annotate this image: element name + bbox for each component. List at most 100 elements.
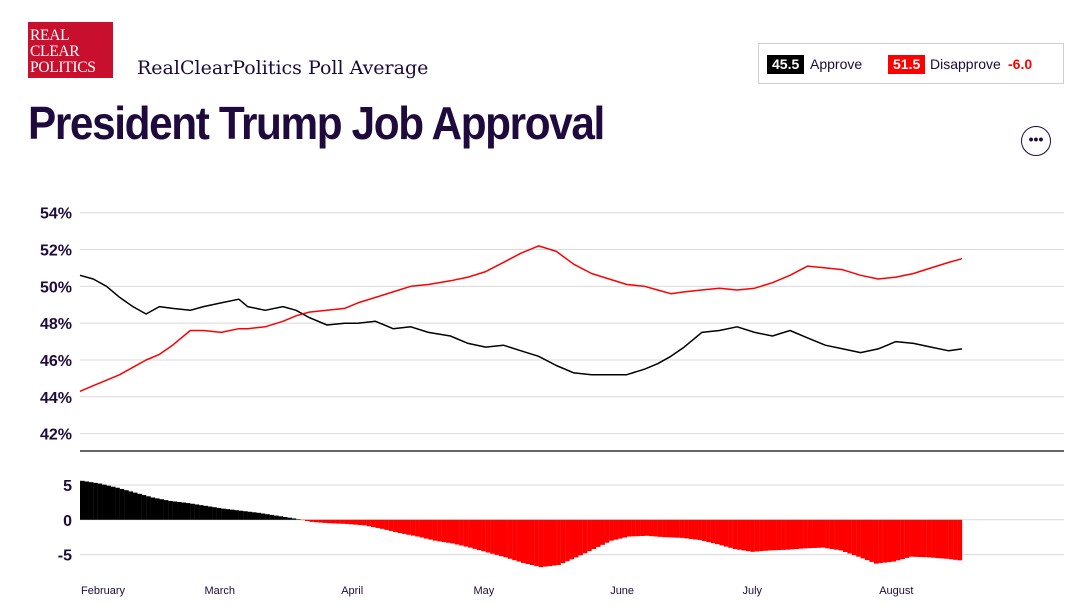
- spread-bar: [864, 519, 870, 561]
- spread-bar: [670, 519, 676, 538]
- rcp-logo[interactable]: REAL CLEAR POLITICS: [28, 22, 113, 78]
- spread-bar: [463, 519, 469, 547]
- spread-bar: [565, 519, 570, 562]
- x-tick-label: February: [81, 585, 126, 597]
- spread-bar: [225, 509, 231, 520]
- spread-bar: [163, 500, 169, 520]
- spread-bar: [715, 519, 720, 545]
- spread-bar: [459, 519, 464, 546]
- spread-bar: [415, 519, 420, 537]
- logo-line-1: REAL: [30, 27, 70, 44]
- spread-bar: [913, 519, 919, 557]
- spread-bar: [569, 519, 575, 560]
- spread-bar: [697, 519, 702, 540]
- spread-bar: [675, 519, 680, 538]
- spread-bar: [644, 519, 650, 536]
- spread-bar: [278, 516, 284, 520]
- spread-bar: [613, 519, 619, 540]
- spread-bar: [917, 519, 923, 558]
- spread-bar: [816, 519, 822, 548]
- spread-bar: [953, 519, 958, 560]
- spread-bar: [454, 519, 460, 545]
- spread-bar: [882, 519, 888, 563]
- y-tick-label: 42%: [40, 427, 72, 444]
- spread-bar: [406, 519, 411, 535]
- spread-bar: [309, 519, 314, 522]
- spread-value: -6.0: [1008, 56, 1033, 72]
- spread-bar: [137, 493, 142, 520]
- spread-bar: [344, 519, 350, 524]
- spread-bar: [185, 503, 191, 520]
- spread-bar: [895, 519, 901, 561]
- spread-bar: [490, 519, 495, 554]
- spread-bar: [97, 483, 103, 520]
- spread-bar: [441, 519, 447, 543]
- spread-bar: [732, 519, 738, 550]
- spread-bar: [926, 519, 932, 558]
- spread-bar: [154, 498, 160, 520]
- spread-bar: [472, 519, 478, 549]
- spread-bar: [750, 519, 755, 552]
- spread-bar: [260, 513, 266, 520]
- spread-bar: [551, 519, 557, 566]
- spread-bar: [767, 519, 773, 551]
- spread-bar: [207, 506, 213, 520]
- spread-bar: [88, 482, 94, 520]
- x-tick-label: March: [204, 585, 235, 597]
- spread-bar: [909, 519, 914, 557]
- spread-bar: [168, 500, 173, 520]
- x-tick-label: August: [879, 585, 913, 597]
- spread-bar: [626, 519, 632, 537]
- y-tick-label: 44%: [40, 390, 72, 407]
- y-tick-label: 0: [63, 513, 72, 530]
- spread-bar: [221, 508, 226, 520]
- spread-bar: [604, 519, 610, 543]
- spread-bar: [860, 519, 866, 559]
- disapprove-value-badge: 51.5: [888, 55, 926, 74]
- spread-bar: [349, 519, 354, 525]
- spread-bar: [529, 519, 535, 566]
- spread-bar: [922, 519, 927, 558]
- spread-bar: [318, 519, 323, 523]
- spread-bar: [393, 519, 398, 532]
- spread-bar: [282, 516, 288, 520]
- more-options-button[interactable]: •••: [1021, 126, 1051, 156]
- spread-bar: [521, 519, 526, 563]
- spread-bar: [891, 519, 896, 562]
- spread-bar: [516, 519, 522, 562]
- spread-bar: [573, 519, 579, 558]
- spread-bar: [432, 519, 438, 541]
- spread-bar: [635, 519, 641, 537]
- spread-bar: [274, 515, 279, 520]
- spread-bar: [159, 499, 164, 520]
- spread-bar: [547, 519, 553, 567]
- x-tick-label: May: [473, 585, 494, 597]
- spread-bar: [851, 519, 857, 556]
- spread-bar: [216, 507, 222, 520]
- spread-bar: [591, 519, 597, 550]
- spread-bar: [419, 519, 425, 538]
- spread-bar: [794, 519, 799, 550]
- spread-bar: [379, 519, 385, 529]
- spread-bar: [957, 519, 963, 561]
- spread-bar: [939, 519, 945, 559]
- spread-bar: [538, 519, 544, 568]
- spread-bar: [684, 519, 689, 539]
- spread-bar: [878, 519, 883, 564]
- spread-bar: [243, 511, 248, 520]
- spread-bar: [701, 519, 707, 542]
- x-tick-label: July: [743, 585, 763, 597]
- spread-bar: [181, 502, 186, 520]
- spread-bar: [935, 519, 941, 559]
- y-tick-label: 54%: [40, 206, 72, 223]
- spread-bar: [238, 510, 244, 520]
- spread-bar: [503, 519, 508, 558]
- spread-bar: [199, 505, 204, 520]
- spread-bar: [847, 519, 852, 554]
- spread-bar: [331, 519, 336, 524]
- spread-bar: [115, 487, 120, 520]
- approve-label: Approve: [810, 56, 863, 72]
- spread-bar: [745, 519, 751, 552]
- spread-bar: [759, 519, 764, 552]
